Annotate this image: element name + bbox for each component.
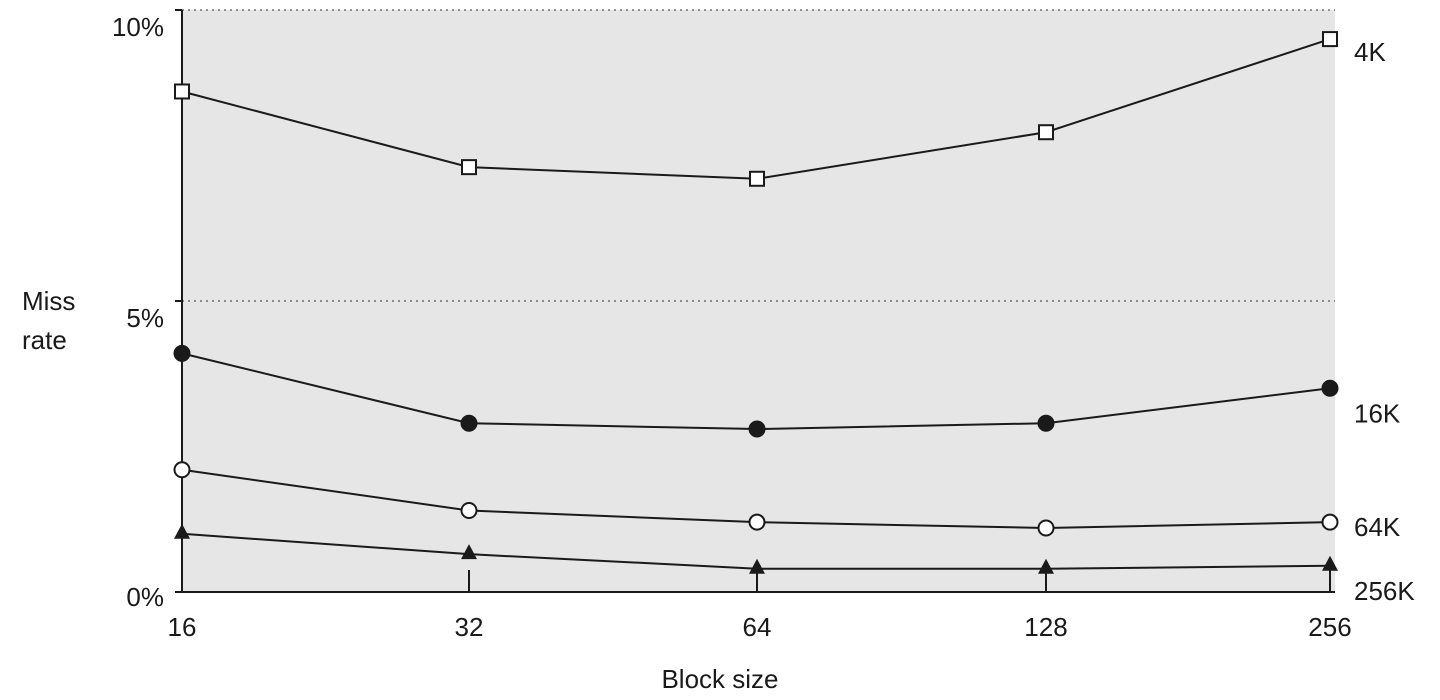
x-tick-label: 32 (455, 612, 484, 642)
x-axis-label: Block size (661, 664, 779, 694)
y-tick-label: 10% (112, 12, 164, 42)
data-point-64K (748, 513, 766, 531)
data-point-256K (1322, 555, 1338, 571)
series-label-256K: 256K (1354, 576, 1415, 606)
data-point-256K (174, 523, 190, 539)
y-tick-label: 5% (126, 303, 164, 333)
data-point-16K (173, 344, 191, 362)
x-tick-label: 128 (1024, 612, 1067, 642)
data-point-256K (1038, 558, 1054, 574)
data-point-64K (460, 502, 478, 520)
data-point-16K (1037, 414, 1055, 432)
data-point-16K (460, 414, 478, 432)
x-tick-label: 256 (1308, 612, 1351, 642)
data-point-16K (748, 420, 766, 438)
data-point-64K (173, 461, 191, 479)
y-tick-label: 0% (126, 582, 164, 612)
data-point-256K (749, 558, 765, 574)
data-point-64K (1037, 519, 1055, 537)
series-label-64K: 64K (1354, 512, 1401, 542)
data-point-4K (174, 83, 190, 100)
x-tick-label: 64 (743, 612, 772, 642)
series-label-4K: 4K (1354, 37, 1386, 67)
series-label-16K: 16K (1354, 398, 1401, 428)
data-point-64K (1321, 513, 1339, 531)
data-point-4K (1322, 31, 1338, 48)
data-point-16K (1321, 379, 1339, 397)
data-point-4K (1038, 124, 1054, 141)
y-axis-label-line-1: Miss (22, 286, 76, 316)
data-point-256K (461, 544, 477, 560)
data-point-4K (749, 170, 765, 187)
data-point-4K (461, 159, 477, 176)
x-tick-label: 16 (168, 612, 197, 642)
y-axis-label-line-2: rate (22, 325, 67, 355)
